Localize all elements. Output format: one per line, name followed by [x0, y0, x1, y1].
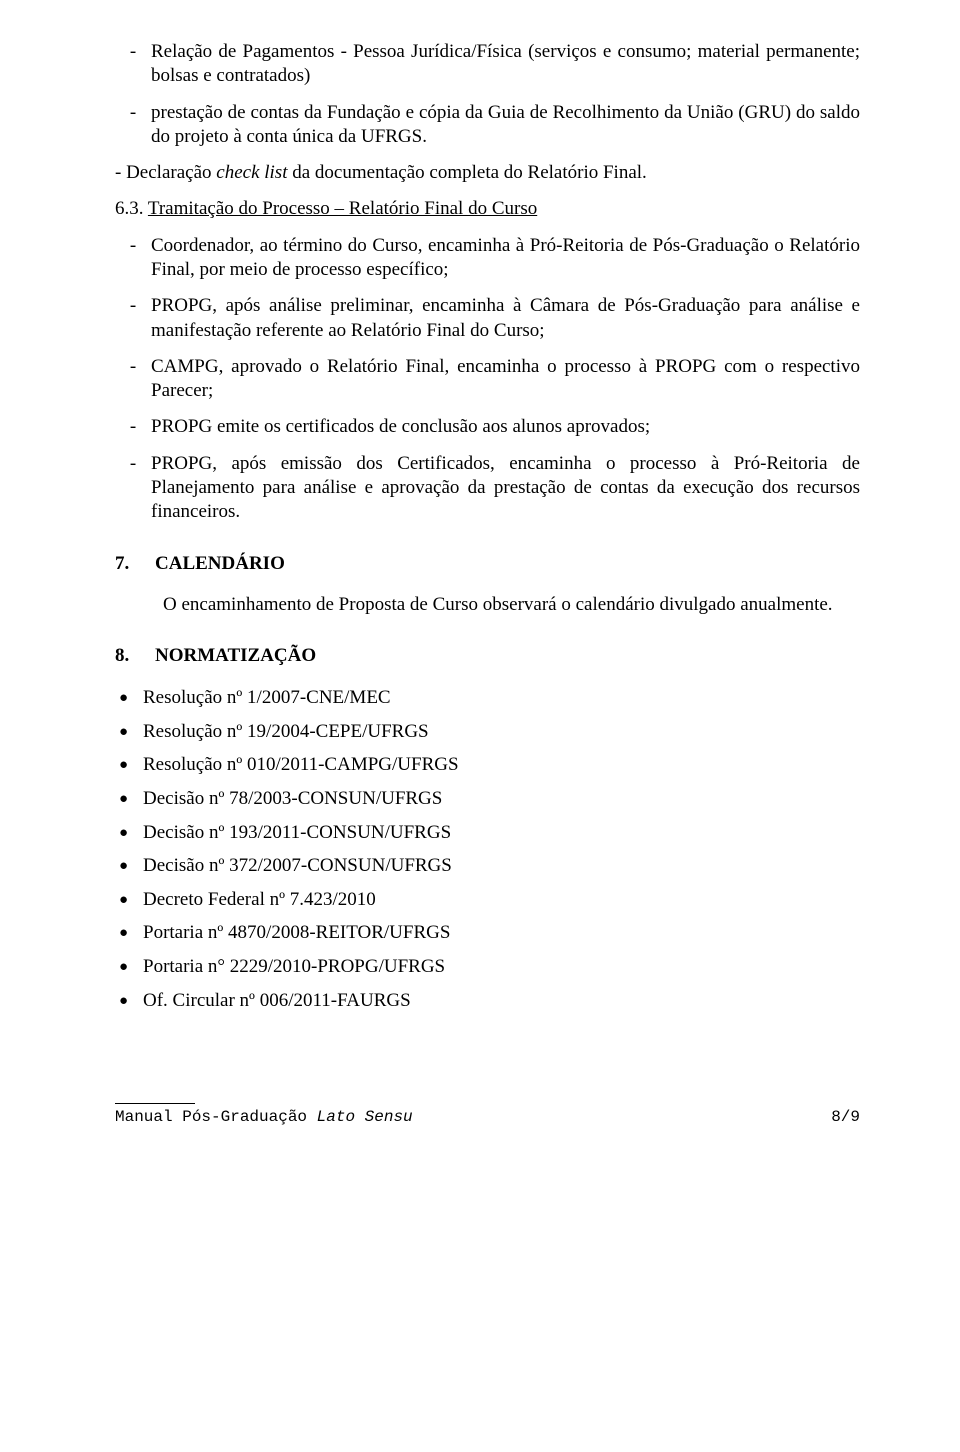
bullet-icon: ●	[115, 954, 143, 980]
footer-divider	[115, 1103, 195, 1104]
normatizacao-bullets: ●Resolução nº 1/2007-CNE/MEC ●Resolução …	[115, 685, 860, 1013]
list-item: - PROPG emite os certificados de conclus…	[115, 415, 860, 439]
bullet-text: Resolução nº 010/2011-CAMPG/UFRGS	[143, 752, 459, 778]
bullet-icon: ●	[115, 887, 143, 913]
subsection-title: Tramitação do Processo – Relatório Final…	[148, 198, 537, 219]
declaracao-line: - Declaração check list da documentação …	[115, 161, 860, 185]
section-7-body: O encaminhamento de Proposta de Curso ob…	[115, 593, 860, 617]
page-footer: Manual Pós-Graduação Lato Sensu 8/9	[115, 1108, 860, 1126]
subsection-number: 6.3.	[115, 198, 148, 219]
bullet-text: Decisão nº 78/2003-CONSUN/UFRGS	[143, 786, 442, 812]
footer-left-a: Manual Pós-Graduação	[115, 1108, 317, 1126]
declaracao-suffix: da documentação completa do Relatório Fi…	[287, 162, 646, 183]
bullet-item: ●Of. Circular nº 006/2011-FAURGS	[115, 988, 860, 1014]
section-7-number: 7.	[115, 553, 155, 575]
list-text: Coordenador, ao término do Curso, encami…	[151, 234, 860, 283]
bullet-item: ●Decisão nº 372/2007-CONSUN/UFRGS	[115, 853, 860, 879]
dash-marker: -	[115, 452, 151, 525]
dash-marker: -	[115, 294, 151, 343]
bullet-icon: ●	[115, 786, 143, 812]
bullet-icon: ●	[115, 853, 143, 879]
footer-left: Manual Pós-Graduação Lato Sensu	[115, 1108, 413, 1126]
section-8-number: 8.	[115, 645, 155, 667]
subsection-6-3: 6.3. Tramitação do Processo – Relatório …	[115, 198, 860, 220]
dash-marker: -	[115, 234, 151, 283]
bullet-text: Resolução nº 1/2007-CNE/MEC	[143, 685, 391, 711]
footer-left-b: Lato Sensu	[317, 1108, 413, 1126]
bullet-text: Of. Circular nº 006/2011-FAURGS	[143, 988, 411, 1014]
bullet-item: ●Resolução nº 1/2007-CNE/MEC	[115, 685, 860, 711]
bullet-text: Resolução nº 19/2004-CEPE/UFRGS	[143, 719, 429, 745]
list-item: - Relação de Pagamentos - Pessoa Jurídic…	[115, 40, 860, 89]
bullet-item: ●Resolução nº 010/2011-CAMPG/UFRGS	[115, 752, 860, 778]
bullet-icon: ●	[115, 719, 143, 745]
list-item: - prestação de contas da Fundação e cópi…	[115, 101, 860, 150]
bullet-text: Decreto Federal nº 7.423/2010	[143, 887, 376, 913]
bullet-icon: ●	[115, 988, 143, 1014]
list-text: Relação de Pagamentos - Pessoa Jurídica/…	[151, 40, 860, 89]
list-item: - CAMPG, aprovado o Relatório Final, enc…	[115, 355, 860, 404]
bullet-item: ●Decreto Federal nº 7.423/2010	[115, 887, 860, 913]
sub63-list: - Coordenador, ao término do Curso, enca…	[115, 234, 860, 525]
section-8-title: NORMATIZAÇÃO	[155, 645, 316, 667]
declaracao-prefix: - Declaração	[115, 162, 216, 183]
bullet-icon: ●	[115, 752, 143, 778]
list-text: PROPG emite os certificados de conclusão…	[151, 415, 860, 439]
section-7-heading: 7. CALENDÁRIO	[115, 553, 860, 575]
bullet-icon: ●	[115, 685, 143, 711]
dash-marker: -	[115, 355, 151, 404]
section-7-title: CALENDÁRIO	[155, 553, 285, 575]
bullet-item: ●Decisão nº 193/2011-CONSUN/UFRGS	[115, 820, 860, 846]
bullet-item: ●Decisão nº 78/2003-CONSUN/UFRGS	[115, 786, 860, 812]
dash-marker: -	[115, 101, 151, 150]
list-text: PROPG, após análise preliminar, encaminh…	[151, 294, 860, 343]
bullet-text: Portaria nº 4870/2008-REITOR/UFRGS	[143, 920, 450, 946]
bullet-item: ●Resolução nº 19/2004-CEPE/UFRGS	[115, 719, 860, 745]
bullet-text: Decisão nº 193/2011-CONSUN/UFRGS	[143, 820, 451, 846]
list-text: prestação de contas da Fundação e cópia …	[151, 101, 860, 150]
bullet-icon: ●	[115, 820, 143, 846]
declaracao-italic: check list	[216, 162, 287, 183]
dash-marker: -	[115, 415, 151, 439]
bullet-item: ●Portaria n° 2229/2010-PROPG/UFRGS	[115, 954, 860, 980]
bullet-text: Portaria n° 2229/2010-PROPG/UFRGS	[143, 954, 445, 980]
footer-page-number: 8/9	[831, 1108, 860, 1126]
top-dash-list: - Relação de Pagamentos - Pessoa Jurídic…	[115, 40, 860, 149]
dash-marker: -	[115, 40, 151, 89]
list-text: PROPG, após emissão dos Certificados, en…	[151, 452, 860, 525]
list-item: - Coordenador, ao término do Curso, enca…	[115, 234, 860, 283]
bullet-text: Decisão nº 372/2007-CONSUN/UFRGS	[143, 853, 452, 879]
bullet-item: ●Portaria nº 4870/2008-REITOR/UFRGS	[115, 920, 860, 946]
list-item: - PROPG, após emissão dos Certificados, …	[115, 452, 860, 525]
section-8-heading: 8. NORMATIZAÇÃO	[115, 645, 860, 667]
list-text: CAMPG, aprovado o Relatório Final, encam…	[151, 355, 860, 404]
list-item: - PROPG, após análise preliminar, encami…	[115, 294, 860, 343]
bullet-icon: ●	[115, 920, 143, 946]
